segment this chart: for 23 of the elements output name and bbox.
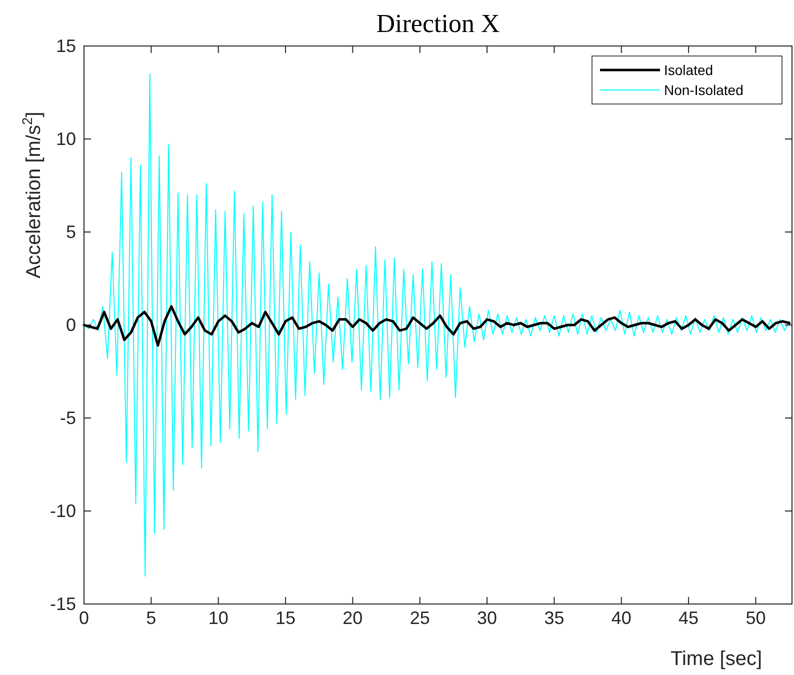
x-tick-label: 25 (410, 608, 430, 628)
x-tick-label: 35 (544, 608, 564, 628)
x-tick-label: 15 (276, 608, 296, 628)
x-tick-label: 10 (208, 608, 228, 628)
y-tick-label: 15 (56, 36, 76, 56)
x-tick-label: 30 (477, 608, 498, 628)
x-tick-label: 50 (746, 608, 766, 628)
x-axis-title: Time [sec] (670, 648, 762, 670)
y-tick-label: -10 (50, 501, 76, 521)
y-tick-label: -5 (60, 408, 76, 428)
x-tick-label: 5 (146, 608, 156, 628)
y-tick-label: 0 (66, 315, 76, 335)
legend-label: Non-Isolated (664, 82, 744, 98)
x-tick-label: 45 (678, 608, 699, 628)
x-tick-label: 20 (342, 608, 363, 628)
y-tick-label: 5 (66, 222, 76, 242)
chart-title: Direction X (376, 9, 500, 38)
y-tick-label: 10 (56, 129, 76, 149)
legend-label: Isolated (664, 62, 714, 78)
x-tick-label: 0 (78, 608, 90, 628)
line-series (82, 305, 791, 347)
x-tick-label: 40 (611, 608, 632, 628)
y-tick-label: -15 (50, 594, 76, 614)
